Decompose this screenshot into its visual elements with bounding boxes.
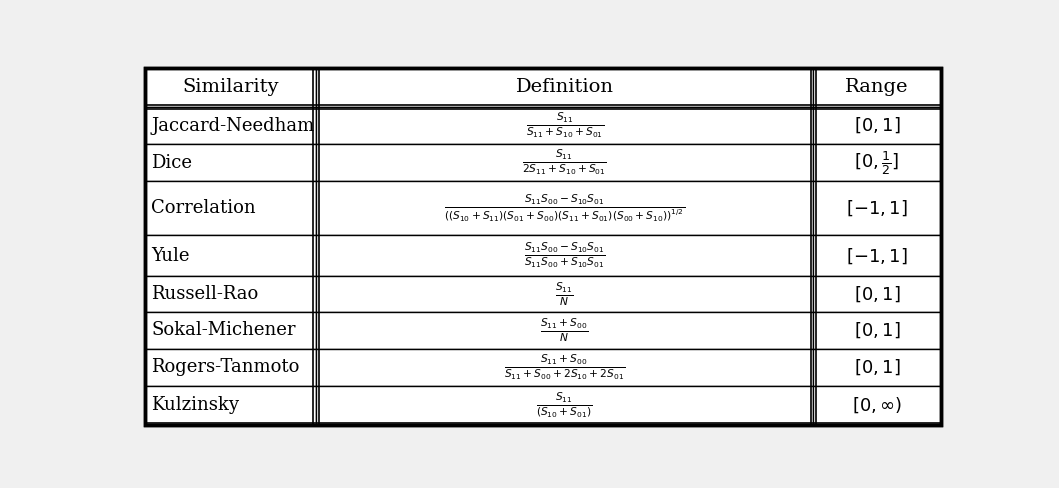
Bar: [316, 107, 813, 144]
Text: Correlation: Correlation: [151, 199, 256, 217]
Text: $[0,\frac{1}{2}]$: $[0,\frac{1}{2}]$: [855, 149, 900, 177]
Text: $\frac{S_{11}S_{00}-S_{10}S_{01}}{((S_{10}+S_{11})(S_{01}+S_{00})(S_{11}+S_{01}): $\frac{S_{11}S_{00}-S_{10}S_{01}}{((S_{1…: [444, 193, 685, 224]
Bar: [813, 144, 940, 182]
Bar: [316, 386, 813, 425]
Text: $\frac{S_{11}+S_{00}}{S_{11}+S_{00}+2S_{10}+2S_{01}}$: $\frac{S_{11}+S_{00}}{S_{11}+S_{00}+2S_{…: [504, 353, 625, 382]
Text: $\frac{S_{11}}{2S_{11}+S_{10}+S_{01}}$: $\frac{S_{11}}{2S_{11}+S_{10}+S_{01}}$: [522, 148, 607, 178]
Bar: [145, 144, 316, 182]
Text: $[0,\infty)$: $[0,\infty)$: [852, 396, 902, 415]
Text: $[0,1]$: $[0,1]$: [854, 116, 900, 135]
Bar: [145, 276, 316, 311]
Bar: [813, 182, 940, 235]
Bar: [316, 182, 813, 235]
Bar: [145, 182, 316, 235]
Bar: [813, 276, 940, 311]
Bar: [145, 107, 316, 144]
Text: $\frac{S_{11}S_{00}-S_{10}S_{01}}{S_{11}S_{00}+S_{10}S_{01}}$: $\frac{S_{11}S_{00}-S_{10}S_{01}}{S_{11}…: [524, 241, 606, 270]
Text: $\frac{S_{11}+S_{00}}{N}$: $\frac{S_{11}+S_{00}}{N}$: [540, 316, 589, 344]
Bar: [145, 349, 316, 386]
Text: $[0,1]$: $[0,1]$: [854, 320, 900, 340]
Bar: [145, 386, 316, 425]
Text: $\frac{S_{11}}{S_{11}+S_{10}+S_{01}}$: $\frac{S_{11}}{S_{11}+S_{10}+S_{01}}$: [525, 111, 604, 140]
Text: $\frac{S_{11}}{N}$: $\frac{S_{11}}{N}$: [555, 280, 574, 307]
Bar: [813, 311, 940, 349]
Text: Russell-Rao: Russell-Rao: [151, 285, 258, 303]
Text: Kulzinsky: Kulzinsky: [151, 396, 239, 414]
Text: $[-1,1]$: $[-1,1]$: [846, 199, 908, 218]
Text: Range: Range: [845, 79, 909, 97]
Bar: [145, 235, 316, 276]
Text: $[0,1]$: $[0,1]$: [854, 358, 900, 377]
Text: Yule: Yule: [151, 247, 190, 264]
Text: Similarity: Similarity: [182, 79, 279, 97]
Text: $\frac{S_{11}}{(S_{10}+S_{01})}$: $\frac{S_{11}}{(S_{10}+S_{01})}$: [536, 391, 593, 420]
Bar: [316, 144, 813, 182]
Text: Jaccard-Needham: Jaccard-Needham: [151, 117, 315, 135]
Text: Sokal-Michener: Sokal-Michener: [151, 321, 295, 339]
Bar: [813, 235, 940, 276]
Bar: [813, 107, 940, 144]
Bar: [316, 349, 813, 386]
Text: Dice: Dice: [151, 154, 193, 172]
Bar: [316, 68, 813, 107]
Bar: [145, 68, 316, 107]
Bar: [145, 311, 316, 349]
Bar: [813, 68, 940, 107]
Bar: [316, 276, 813, 311]
Bar: [316, 235, 813, 276]
Text: $[-1,1]$: $[-1,1]$: [846, 246, 908, 265]
Text: Definition: Definition: [516, 79, 613, 97]
Text: $[0,1]$: $[0,1]$: [854, 284, 900, 304]
Bar: [813, 349, 940, 386]
Text: Rogers-Tanmoto: Rogers-Tanmoto: [151, 358, 300, 376]
Bar: [316, 311, 813, 349]
Bar: [813, 386, 940, 425]
